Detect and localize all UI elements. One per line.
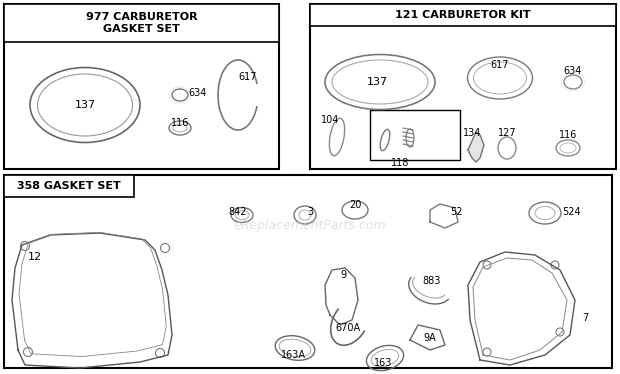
Bar [310, 4, 616, 169]
Text: 104: 104 [321, 115, 339, 125]
Bar [4, 4, 279, 169]
Text: 3: 3 [307, 207, 313, 217]
Text: 163: 163 [374, 358, 392, 368]
Text: 617: 617 [491, 60, 509, 70]
Text: 137: 137 [366, 77, 388, 87]
Text: 116: 116 [171, 118, 189, 128]
Bar [4, 4, 279, 42]
Text: 883: 883 [423, 276, 441, 286]
Text: 842: 842 [229, 207, 247, 217]
Text: 20: 20 [349, 200, 361, 210]
Text: 137: 137 [74, 100, 95, 110]
Text: 9: 9 [340, 270, 346, 280]
Text: 977 CARBURETOR
GASKET SET: 977 CARBURETOR GASKET SET [86, 12, 197, 34]
Text: 127: 127 [498, 128, 516, 138]
Bar [4, 175, 612, 368]
Text: 134: 134 [463, 128, 481, 138]
Polygon shape [468, 132, 484, 162]
Text: 670A: 670A [335, 323, 361, 333]
Bar [310, 4, 616, 26]
Text: 634: 634 [188, 88, 206, 98]
Text: 118: 118 [391, 158, 409, 168]
Text: 116: 116 [559, 130, 577, 140]
Text: 634: 634 [564, 66, 582, 76]
Text: 163A: 163A [280, 350, 306, 360]
Text: 52: 52 [450, 207, 463, 217]
Text: 524: 524 [562, 207, 580, 217]
Text: 9A: 9A [423, 333, 436, 343]
Bar [4, 175, 134, 197]
Text: 7: 7 [582, 313, 588, 323]
Text: 121 CARBURETOR KIT: 121 CARBURETOR KIT [395, 10, 531, 20]
Text: 358 GASKET SET: 358 GASKET SET [17, 181, 121, 191]
Text: 617: 617 [239, 72, 257, 82]
Text: 12: 12 [28, 252, 42, 262]
Bar [370, 110, 460, 160]
Text: eReplacementParts.com: eReplacementParts.com [234, 218, 386, 232]
